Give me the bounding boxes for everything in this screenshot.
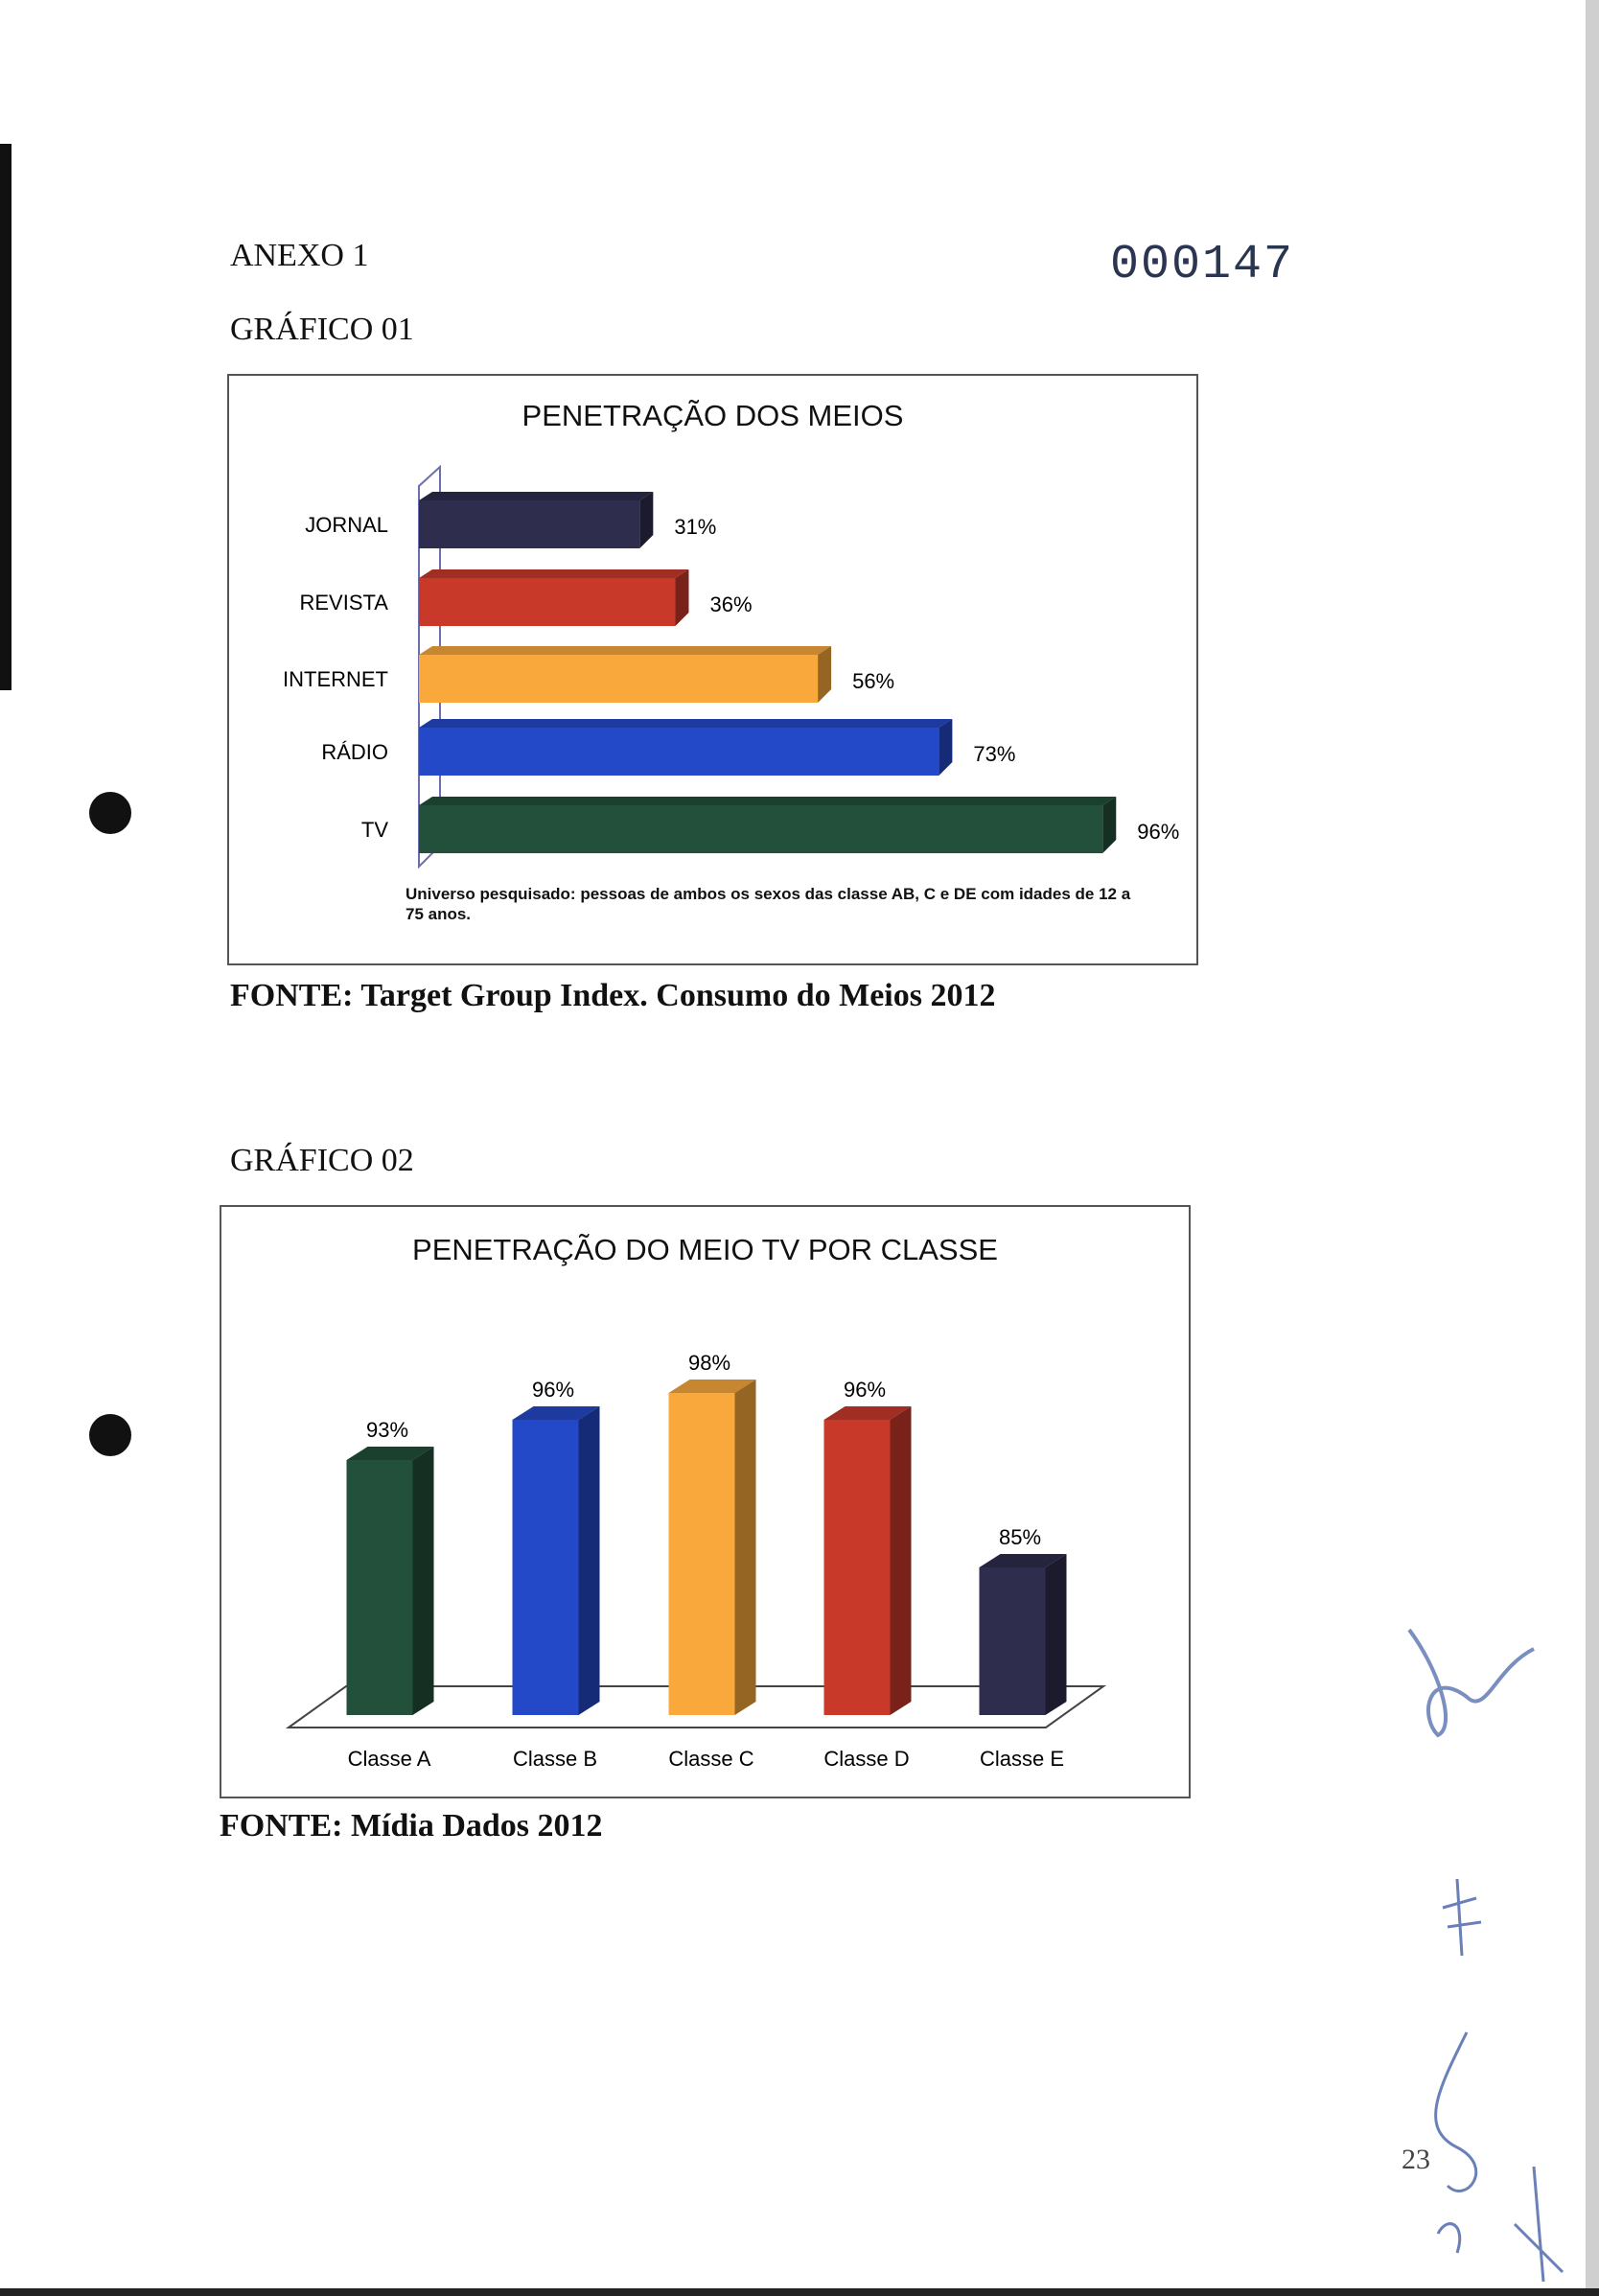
handwritten-signatures <box>1407 1628 1564 2283</box>
annex-heading: ANEXO 1 <box>230 238 369 273</box>
data-label: 56% <box>852 669 894 693</box>
data-label: 36% <box>709 592 752 616</box>
category-label: REVISTA <box>299 591 388 615</box>
bar-side-0 <box>412 1447 434 1715</box>
bar-rádio <box>419 728 939 776</box>
data-label: 73% <box>973 742 1015 766</box>
chart1-frame: PENETRAÇÃO DOS MEIOS JORNAL 31% REVISTA 36%… <box>227 374 1198 965</box>
chart1-note: Universo pesquisado: pessoas de ambos os… <box>406 885 1131 923</box>
bar-top-0 <box>346 1447 434 1460</box>
bar-classe-c <box>668 1393 735 1715</box>
chart2-heading: GRÁFICO 02 <box>230 1143 414 1178</box>
data-label: 31% <box>674 515 716 539</box>
data-label: 96% <box>1137 820 1179 844</box>
chart2-floor <box>285 1685 1107 1728</box>
bar-side-3 <box>939 719 953 776</box>
bar-classe-d <box>823 1420 891 1715</box>
punch-hole <box>89 1414 131 1456</box>
bar-top-4 <box>979 1554 1067 1567</box>
bar-top-3 <box>823 1406 912 1420</box>
data-label: 93% <box>366 1418 408 1442</box>
chart2-plot: 93% Classe A 96% Classe B 98% Classe C 96% Clas… <box>285 1351 1107 1771</box>
scan-bottom-edge <box>0 2288 1599 2296</box>
bar-top-1 <box>512 1406 600 1420</box>
bar-side-4 <box>1045 1554 1067 1715</box>
bar-classe-b <box>512 1420 579 1715</box>
bar-top-2 <box>668 1380 756 1393</box>
bar-side-0 <box>639 492 654 548</box>
bar-side-1 <box>675 569 689 626</box>
bar-top-3 <box>419 719 953 728</box>
chart1-plot: JORNAL 31% REVISTA 36% INTERNET 56% RÁDIO 73% TV… <box>283 464 1179 870</box>
bar-revista <box>419 578 676 626</box>
chart2-frame: PENETRAÇÃO DO MEIO TV POR CLASSE 93% Clas… <box>220 1205 1191 1798</box>
bar-side-1 <box>578 1406 600 1715</box>
bar-jornal <box>419 500 640 548</box>
bar-side-3 <box>890 1406 912 1715</box>
data-label: 96% <box>532 1378 574 1402</box>
scan-right-edge <box>1586 0 1599 2296</box>
bar-internet <box>419 655 819 703</box>
category-label: Classe D <box>823 1747 909 1771</box>
chart2-title: PENETRAÇÃO DO MEIO TV POR CLASSE <box>412 1233 998 1266</box>
punch-hole <box>89 792 131 834</box>
scan-left-edge <box>0 144 12 690</box>
document-stamp-number: 000147 <box>1110 238 1295 292</box>
bar-top-1 <box>419 569 689 578</box>
chart1-source: FONTE: Target Group Index. Consumo do Me… <box>230 978 996 1013</box>
category-label: Classe E <box>980 1747 1064 1771</box>
bar-side-2 <box>734 1380 756 1715</box>
bar-tv <box>419 805 1103 853</box>
chart2-source: FONTE: Mídia Dados 2012 <box>220 1808 603 1844</box>
bar-side-4 <box>1102 797 1117 853</box>
bar-top-2 <box>419 646 832 655</box>
category-label: RÁDIO <box>321 740 388 764</box>
category-label: Classe B <box>513 1747 597 1771</box>
bar-classe-a <box>346 1460 413 1715</box>
category-label: JORNAL <box>305 513 388 537</box>
page-number: 23 <box>1402 2144 1430 2175</box>
bar-side-2 <box>818 646 832 703</box>
category-label: INTERNET <box>283 667 388 691</box>
category-label: Classe A <box>348 1747 431 1771</box>
data-label: 85% <box>999 1525 1041 1549</box>
category-label: Classe C <box>668 1747 753 1771</box>
category-label: TV <box>361 818 388 842</box>
bar-classe-e <box>979 1567 1046 1715</box>
chart1-title: PENETRAÇÃO DOS MEIOS <box>521 399 904 432</box>
data-label: 96% <box>844 1378 886 1402</box>
data-label: 98% <box>688 1351 730 1375</box>
chart1-heading: GRÁFICO 01 <box>230 312 414 347</box>
bar-top-0 <box>419 492 654 500</box>
bar-top-4 <box>419 797 1117 805</box>
